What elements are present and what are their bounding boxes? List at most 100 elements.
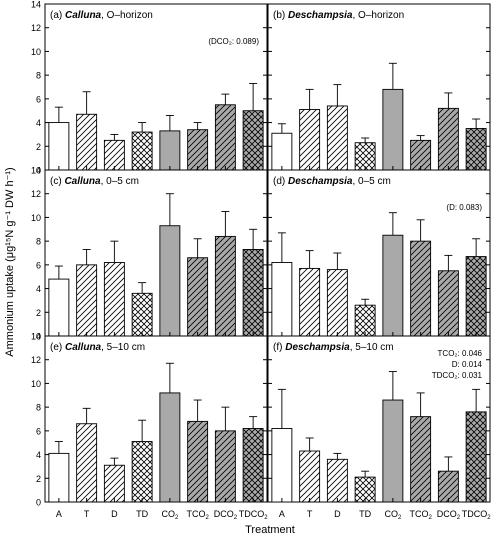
panel-frame (267, 335, 491, 503)
panel-title: (d) Deschampsia, 0–5 cm (273, 176, 391, 187)
panel-frame (44, 335, 268, 503)
x-tick-label: D (111, 509, 118, 519)
bar-TDCO₂ (242, 110, 264, 171)
bar-TD (131, 441, 153, 503)
panel-species: Deschampsia (288, 176, 353, 187)
panel-letter: (d) (273, 176, 288, 187)
bar-TCO₂ (410, 240, 432, 337)
panel-f: (f) Deschampsia, 5–10 cm TCO₂: 0.046 D: 0.… (267, 335, 492, 521)
x-tick-label: TD (136, 509, 148, 519)
panel-species: Calluna (65, 342, 102, 353)
y-tick-label: 2 (36, 474, 41, 484)
bar-D (326, 269, 348, 337)
panel-title: (b) Deschampsia, O–horizon (273, 10, 404, 21)
bar-CO₂ (159, 130, 181, 171)
x-tick-label: DCO2 (437, 509, 461, 521)
bar-T (76, 423, 98, 503)
panel-letter: (a) (50, 10, 65, 21)
panel-depth: , O–horizon (352, 10, 404, 21)
y-tick-label: 12 (31, 355, 41, 365)
panel-d: (d) Deschampsia, 0–5 cm (D: 0.083) (267, 169, 491, 337)
y-tick-label: 14 (31, 166, 41, 176)
bar-TDCO₂ (242, 248, 264, 337)
bar-T (299, 109, 321, 171)
x-tick-label: A (56, 509, 62, 519)
panel-letter: (e) (50, 342, 65, 353)
bar-A (271, 262, 293, 337)
panel-annotation: D: 0.014 (452, 360, 483, 369)
bar-A (48, 122, 70, 171)
panel-annotation: (DCO₂: 0.089) (208, 37, 259, 46)
y-tick-label: 0 (36, 166, 41, 176)
bar-CO₂ (159, 225, 181, 337)
bar-A (271, 428, 293, 503)
y-tick-label: 6 (36, 94, 41, 104)
x-tick-label: D (334, 509, 341, 519)
x-tick-label: CO2 (161, 509, 179, 521)
y-tick-label: 10 (31, 213, 41, 223)
panel-depth: , 0–5 cm (101, 176, 139, 187)
y-tick-label: 12 (31, 189, 41, 199)
bar-D (326, 105, 348, 171)
bar-TCO₂ (187, 257, 209, 337)
y-tick-label: 14 (31, 0, 41, 10)
x-tick-label: TDCO2 (239, 509, 269, 521)
y-tick-label: 10 (31, 379, 41, 389)
bar-D (103, 262, 125, 337)
bar-CO₂ (382, 234, 404, 337)
x-tick-label: CO2 (384, 509, 402, 521)
panel-letter: (c) (50, 176, 64, 187)
panel-annotation: TDCO₂: 0.031 (432, 371, 483, 380)
y-tick-label: 4 (36, 284, 41, 294)
panel-letter: (f) (273, 342, 285, 353)
bar-TCO₂ (187, 129, 209, 171)
bar-DCO₂ (214, 104, 236, 171)
panel-species: Deschampsia (285, 342, 350, 353)
bar-T (299, 450, 321, 503)
bar-TDCO₂ (242, 428, 264, 503)
panel-title: (a) Calluna, O–horizon (50, 10, 153, 21)
bar-TD (131, 131, 153, 171)
bar-A (48, 278, 70, 337)
y-axis-label: Ammonium uptake (μg¹⁵N g⁻¹ DW h⁻¹) (4, 167, 16, 356)
bar-A (271, 132, 293, 171)
y-tick-label: 14 (31, 332, 41, 342)
bar-DCO₂ (437, 470, 459, 503)
bar-T (299, 267, 321, 337)
bar-TCO₂ (410, 139, 432, 171)
bar-TDCO₂ (465, 256, 487, 337)
panel-annotation: TCO₂: 0.046 (438, 349, 483, 358)
panel-species: Calluna (65, 10, 102, 21)
bar-D (103, 139, 125, 171)
bar-T (76, 264, 98, 337)
y-tick-label: 2 (36, 142, 41, 152)
x-tick-label: T (307, 509, 313, 519)
x-tick-label: DCO2 (214, 509, 238, 521)
bar-DCO₂ (214, 430, 236, 503)
y-tick-label: 4 (36, 450, 41, 460)
panel-depth: , 5–10 cm (350, 342, 394, 353)
panel-species: Calluna (64, 176, 101, 187)
y-tick-label: 2 (36, 308, 41, 318)
y-tick-label: 8 (36, 403, 41, 413)
y-tick-label: 8 (36, 71, 41, 81)
bar-TDCO₂ (465, 128, 487, 171)
bar-DCO₂ (437, 107, 459, 171)
bar-TCO₂ (410, 416, 432, 503)
y-tick-label: 6 (36, 426, 41, 436)
panel-depth: , 5–10 cm (101, 342, 145, 353)
bar-TCO₂ (187, 420, 209, 503)
panel-letter: (b) (273, 10, 288, 21)
x-tick-label: TDCO2 (462, 509, 492, 521)
panel-b: (b) Deschampsia, O–horizon (267, 3, 491, 171)
bar-CO₂ (382, 399, 404, 503)
panel-title: (e) Calluna, 5–10 cm (50, 342, 145, 353)
x-axis-label: Treatment (245, 524, 295, 536)
x-tick-label: T (84, 509, 90, 519)
panel-depth: , 0–5 cm (352, 176, 390, 187)
panel-a: 0 2 4 6 8 10 12 14 (a) Calluna, O–horizon (DCO₂: … (31, 0, 268, 176)
panel-title: (f) Deschampsia, 5–10 cm (273, 342, 394, 353)
